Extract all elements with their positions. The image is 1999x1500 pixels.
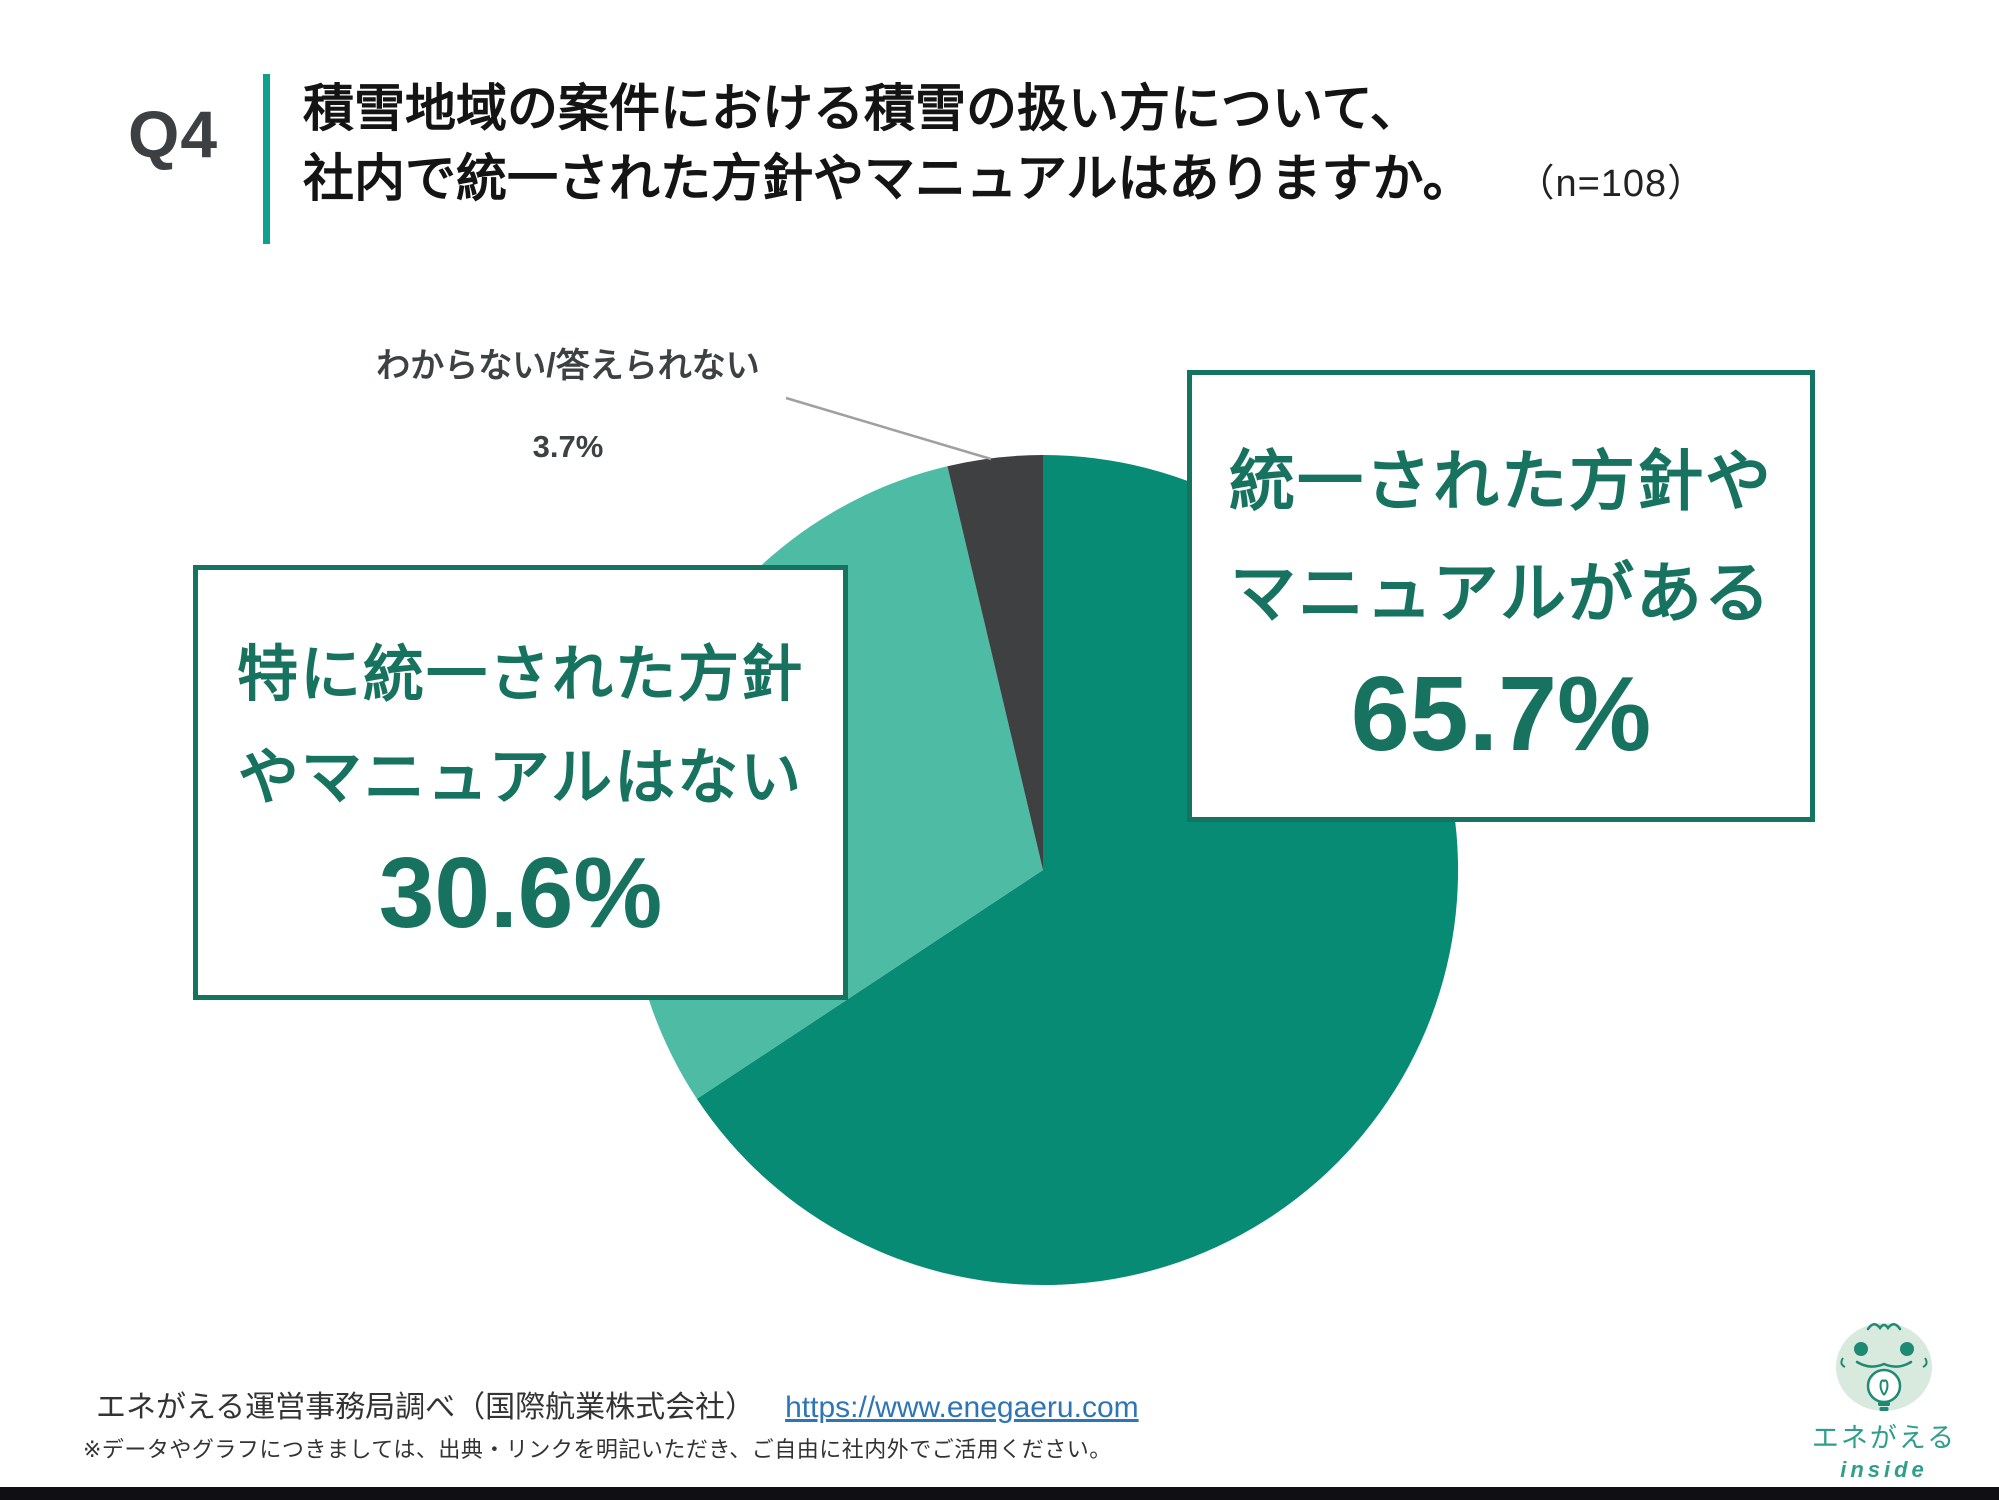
bottom-divider-bar [0, 1487, 1999, 1500]
page-title: 積雪地域の案件における積雪の扱い方について、 社内で統一された方針やマニュアルは… [303, 74, 1706, 215]
question-number: Q4 [128, 97, 219, 171]
callout-majority-percent: 65.7% [1350, 655, 1652, 773]
pie-slice-2 [947, 455, 1043, 870]
source-line: エネがえる運営事務局調べ（国際航業株式会社） https://www.enega… [96, 1382, 1139, 1426]
leader-line [785, 396, 992, 461]
callout-minority-line-1: 特に統一された方針 [236, 639, 804, 708]
source-text: エネがえる運営事務局調べ（国際航業株式会社） [96, 1391, 756, 1424]
title-line-2: 社内で統一された方針やマニュアルはありますか。 （n=108） [303, 150, 1707, 208]
source-link[interactable]: https://www.enegaeru.com [785, 1391, 1139, 1424]
brand-name: エネがえる [1811, 1423, 1957, 1453]
title-line-1: 積雪地域の案件における積雪の扱い方について、 [303, 80, 1421, 137]
callout-majority-box: 統一された方針や マニュアルがある 65.7% [1187, 370, 1815, 822]
callout-minority-box: 特に統一された方針 やマニュアルはない 30.6% [193, 565, 848, 1000]
usage-note: ※データやグラフにつきましては、出典・リンクを明記いただき、ご自由に社内外でご活… [83, 1437, 1112, 1462]
callout-majority-line-1: 統一された方針や [1229, 444, 1773, 518]
callout-majority-line-2: マニュアルがある [1229, 556, 1773, 630]
frog-bulb-icon [1836, 1323, 1932, 1411]
brand-logo: エネがえる inside [1806, 1320, 1962, 1483]
callout-minority-line-2: やマニュアルはない [237, 742, 804, 811]
callout-unknown-percent: 3.7% [532, 429, 604, 464]
sample-size-note: （n=108） [1535, 163, 1707, 206]
callout-unknown-label: わからない/答えられない [376, 347, 760, 385]
brand-sub: inside [1840, 1457, 1928, 1482]
callout-minority-percent: 30.6% [378, 836, 663, 949]
title-accent-bar [263, 74, 270, 244]
callout-unknown: わからない/答えられない 3.7% [358, 338, 778, 465]
